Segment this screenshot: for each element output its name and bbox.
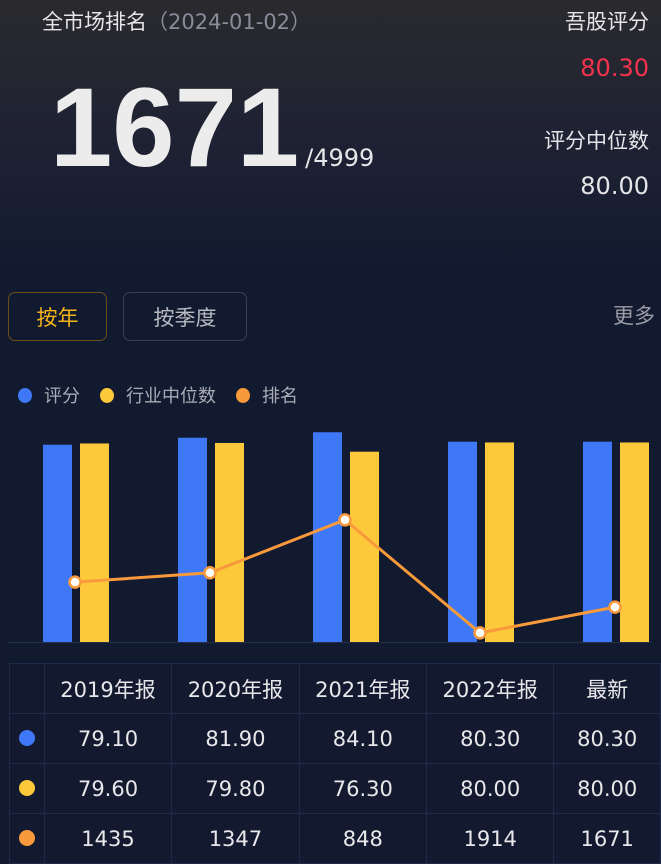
- score-label: 吾股评分: [565, 10, 649, 34]
- median-label: 评分中位数: [544, 129, 649, 153]
- rank-total: /4999: [305, 144, 375, 172]
- col-header: 2022年报: [425, 663, 555, 714]
- table-cell: 1914: [425, 813, 555, 864]
- bar-median: [350, 451, 379, 642]
- table-cell: 79.10: [43, 713, 173, 764]
- table-cell: 80.00: [425, 763, 555, 814]
- legend-median-dot: [100, 387, 114, 403]
- rank-date: （2024-01-02）: [147, 10, 312, 34]
- table-cell: 80.30: [553, 713, 661, 764]
- legend-rank: 排名: [262, 386, 298, 407]
- tab-by-year[interactable]: 按年: [8, 292, 107, 341]
- table-row-score: 79.10 81.90 84.10 80.30 80.30: [9, 713, 661, 764]
- legend-median: 行业中位数: [126, 386, 216, 407]
- score-rank-chart: [8, 432, 652, 643]
- more-link[interactable]: 更多: [613, 304, 655, 328]
- bar-median: [215, 442, 244, 642]
- rank-point: [203, 566, 217, 580]
- bar-score: [178, 437, 207, 642]
- rank-summary-panel: 全市场排名（2024-01-02） 1671 /4999 吾股评分 80.30 …: [0, 0, 661, 260]
- rank-point: [608, 600, 622, 614]
- market-rank-title: 全市场排名（2024-01-02）: [42, 6, 311, 36]
- row-marker: [9, 813, 45, 864]
- col-header: 2021年报: [298, 663, 428, 714]
- legend-score: 评分: [44, 386, 80, 407]
- bar-median: [485, 442, 514, 642]
- table-cell: 1435: [43, 813, 173, 864]
- median-dot-icon: [18, 779, 35, 796]
- rank-line: [74, 518, 616, 635]
- median-value: 80.00: [580, 172, 649, 200]
- table-row-rank: 1435 1347 848 1914 1671: [9, 813, 661, 864]
- legend-score-dot: [18, 387, 32, 403]
- table-cell: 848: [298, 813, 428, 864]
- col-header: 2020年报: [171, 663, 300, 714]
- bar-median: [620, 442, 649, 642]
- table-cell: 76.30: [298, 763, 428, 814]
- rank-point: [473, 626, 487, 640]
- table-header-row: 2019年报 2020年报 2021年报 2022年报 最新: [9, 663, 661, 714]
- row-marker: [9, 763, 45, 814]
- table-cell: 80.30: [425, 713, 555, 764]
- table-cell: 81.90: [171, 713, 300, 764]
- score-dot-icon: [18, 729, 35, 746]
- table-cell: 79.60: [43, 763, 173, 814]
- rank-dot-icon: [18, 829, 35, 846]
- bar-score: [313, 432, 342, 642]
- table-cell: 79.80: [171, 763, 300, 814]
- table-cell: 1347: [171, 813, 300, 864]
- rank-value: 1671: [50, 65, 300, 190]
- col-header: 2019年报: [43, 663, 173, 714]
- title-text: 全市场排名: [42, 10, 147, 34]
- rank-point: [68, 575, 82, 589]
- table-cell: 84.10: [298, 713, 428, 764]
- col-header: 最新: [553, 663, 661, 714]
- table-cell: 80.00: [553, 763, 661, 814]
- bar-score: [43, 444, 72, 642]
- table-row-median: 79.60 79.80 76.30 80.00 80.00: [9, 763, 661, 814]
- bar-score: [448, 441, 477, 642]
- rank-point: [338, 513, 352, 527]
- data-table: 2019年报 2020年报 2021年报 2022年报 最新 79.10 81.…: [9, 663, 661, 864]
- row-marker: [9, 713, 45, 764]
- bar-median: [80, 443, 109, 642]
- chart-legend: 评分 行业中位数 排名: [18, 382, 318, 408]
- legend-rank-dot: [236, 387, 250, 403]
- rank-row: 1671 /4999: [50, 72, 374, 184]
- table-cell: 1671: [553, 813, 661, 864]
- tab-by-quarter[interactable]: 按季度: [123, 292, 247, 341]
- score-value: 80.30: [580, 54, 649, 82]
- table-corner: [9, 663, 45, 714]
